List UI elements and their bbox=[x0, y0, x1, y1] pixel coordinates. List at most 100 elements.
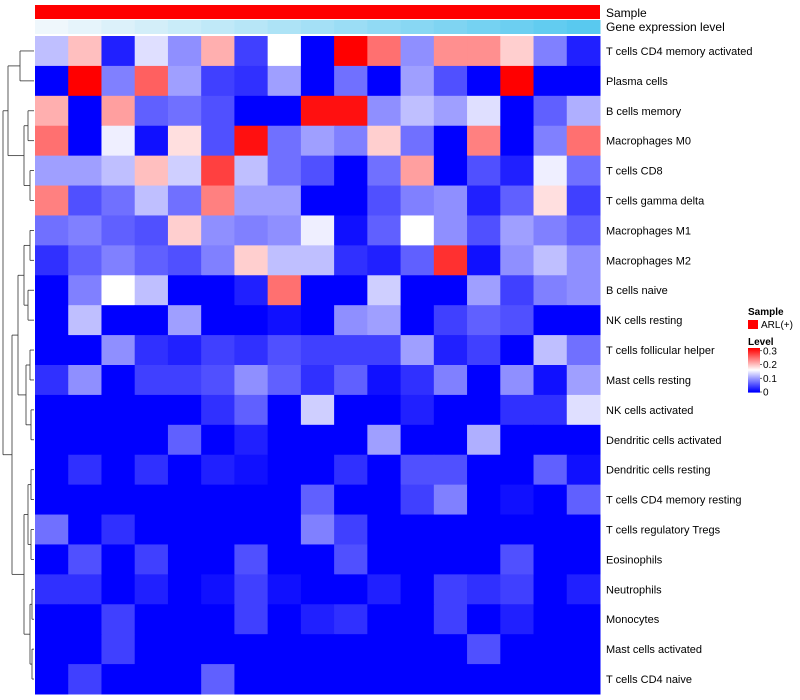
heatmap-cell bbox=[533, 95, 568, 127]
heatmap-cell bbox=[566, 335, 601, 366]
heatmap-cell bbox=[35, 95, 69, 127]
heatmap-cell bbox=[35, 365, 69, 396]
heatmap-cell bbox=[467, 394, 501, 426]
heatmap-cell bbox=[433, 365, 468, 396]
heatmap-cell bbox=[300, 544, 335, 575]
heatmap-cell bbox=[267, 65, 302, 97]
heatmap-cell bbox=[300, 275, 335, 306]
heatmap-cell bbox=[533, 335, 568, 366]
expression-annotation-cell bbox=[300, 20, 335, 34]
heatmap-cell bbox=[467, 95, 501, 127]
heatmap-cell bbox=[400, 424, 435, 456]
legend-gradient-step bbox=[748, 381, 760, 383]
heatmap-cell bbox=[134, 95, 169, 127]
heatmap-cell bbox=[433, 335, 468, 366]
sample-annotation-bar bbox=[35, 5, 600, 19]
heatmap-cell bbox=[68, 275, 102, 306]
expression-annotation-cell bbox=[334, 20, 368, 34]
heatmap-cell bbox=[68, 634, 102, 665]
heatmap-cell bbox=[500, 215, 535, 246]
heatmap-cell bbox=[533, 185, 568, 216]
heatmap-cell bbox=[566, 275, 601, 306]
heatmap-cell bbox=[533, 275, 568, 306]
legend-gradient-step bbox=[748, 357, 760, 359]
legend-gradient-step bbox=[748, 377, 760, 379]
heatmap-cell bbox=[134, 65, 169, 97]
heatmap-cell bbox=[35, 125, 69, 157]
heatmap-cell bbox=[433, 484, 468, 516]
heatmap-cell bbox=[367, 664, 402, 695]
heatmap-cell bbox=[201, 275, 235, 306]
heatmap-cell bbox=[101, 484, 136, 516]
heatmap-cell bbox=[201, 365, 235, 396]
heatmap-cell bbox=[334, 155, 368, 187]
heatmap-cell bbox=[234, 95, 269, 127]
heatmap-cell bbox=[167, 305, 202, 336]
heatmap-cell bbox=[500, 454, 535, 486]
legend-sample-label: ARL(+) bbox=[761, 320, 793, 331]
heatmap-cell bbox=[400, 275, 435, 306]
heatmap-cell bbox=[533, 664, 568, 695]
heatmap-cell bbox=[467, 185, 501, 216]
heatmap-cell bbox=[300, 454, 335, 486]
heatmap-cell bbox=[367, 155, 402, 187]
heatmap-cell bbox=[533, 215, 568, 246]
heatmap-cell bbox=[367, 484, 402, 516]
legend-gradient-step bbox=[748, 356, 760, 358]
heatmap-cell bbox=[234, 185, 269, 216]
heatmap-cell bbox=[500, 394, 535, 426]
heatmap-cell bbox=[400, 185, 435, 216]
expression-annotation-cell bbox=[35, 20, 69, 34]
heatmap-cell bbox=[267, 484, 302, 516]
heatmap-cell bbox=[68, 484, 102, 516]
row-labels: T cells CD4 memory activated Plasma cells… bbox=[606, 46, 753, 686]
heatmap-cell bbox=[300, 664, 335, 695]
heatmap-cell bbox=[334, 245, 368, 276]
heatmap-cell bbox=[167, 125, 202, 157]
heatmap-cell bbox=[500, 604, 535, 635]
expression-annotation-cell bbox=[566, 20, 601, 34]
heatmap-cell bbox=[267, 155, 302, 187]
heatmap-cell bbox=[167, 36, 202, 67]
expression-annotation-label: Gene expression level bbox=[606, 20, 725, 34]
sample-annotation-label: Sample bbox=[606, 6, 647, 20]
heatmap-cell bbox=[101, 544, 136, 575]
heatmap-cell bbox=[101, 394, 136, 426]
legend-gradient-step bbox=[748, 363, 760, 365]
expression-annotation-cell bbox=[201, 20, 235, 34]
heatmap-cell bbox=[533, 424, 568, 456]
heatmap-cell bbox=[467, 245, 501, 276]
heatmap-cell bbox=[167, 664, 202, 695]
heatmap-cell bbox=[367, 335, 402, 366]
heatmap-cell bbox=[267, 245, 302, 276]
heatmap-cell bbox=[367, 95, 402, 127]
row-label: B cells memory bbox=[606, 106, 682, 118]
heatmap-cell bbox=[201, 36, 235, 67]
legend-gradient-step bbox=[748, 353, 760, 355]
heatmap-cell bbox=[68, 365, 102, 396]
row-label: T cells gamma delta bbox=[606, 196, 705, 208]
legend-gradient-step bbox=[748, 379, 760, 381]
heatmap-cell bbox=[134, 245, 169, 276]
heatmap-cell bbox=[267, 95, 302, 127]
heatmap-cell bbox=[101, 365, 136, 396]
heatmap-cell bbox=[433, 544, 468, 575]
heatmap-cell bbox=[35, 664, 69, 695]
legend-tick-label: 0.3 bbox=[763, 346, 777, 357]
heatmap-cell bbox=[267, 424, 302, 456]
heatmap-cell bbox=[300, 245, 335, 276]
heatmap-cell bbox=[134, 664, 169, 695]
heatmap-cell bbox=[167, 424, 202, 456]
heatmap-cell bbox=[234, 245, 269, 276]
heatmap-cell bbox=[566, 664, 601, 695]
heatmap-cell bbox=[35, 454, 69, 486]
heatmap-cell bbox=[134, 514, 169, 545]
legend-gradient-step bbox=[748, 366, 760, 368]
heatmap-cell bbox=[35, 65, 69, 97]
heatmap-cell bbox=[467, 155, 501, 187]
heatmap-cell bbox=[201, 634, 235, 665]
legend-gradient-step bbox=[748, 382, 760, 384]
heatmap-cell bbox=[300, 604, 335, 635]
heatmap-cell bbox=[234, 365, 269, 396]
heatmap-cell bbox=[367, 65, 402, 97]
